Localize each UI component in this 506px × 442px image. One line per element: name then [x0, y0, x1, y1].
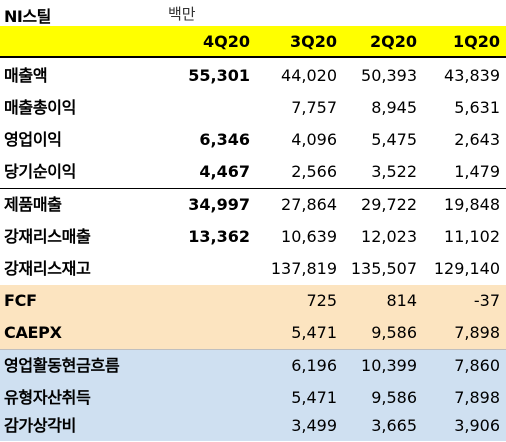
value-3q20: 4,096: [291, 130, 337, 149]
value-4q20: [160, 317, 250, 349]
table-row: 매출액 55,301 44,020 50,393 43,839: [0, 60, 506, 92]
value-3q20: 44,020: [281, 66, 337, 85]
value-1q20: -37: [473, 291, 500, 310]
value-4q20: [160, 92, 250, 124]
value-2q20: 135,507: [350, 259, 417, 278]
row-label: CAEPX: [4, 323, 62, 342]
value-2q20: 29,722: [361, 195, 417, 214]
value-2q20: 50,393: [361, 66, 417, 85]
row-label: 영업활동현금흐름: [4, 356, 120, 375]
unit-label: 백만: [168, 5, 196, 23]
company-title: NI스틸: [4, 7, 51, 26]
value-1q20: 3,906: [454, 416, 500, 435]
row-label: FCF: [4, 291, 37, 310]
value-1q20: 11,102: [444, 227, 500, 246]
value-3q20: 7,757: [291, 98, 337, 117]
section-divider: [0, 349, 506, 350]
value-1q20: 5,631: [454, 98, 500, 117]
value-1q20: 43,839: [444, 66, 500, 85]
value-1q20: 7,898: [454, 323, 500, 342]
value-4q20: 34,997: [188, 195, 250, 214]
value-2q20: 814: [386, 291, 417, 310]
table-row: 강재리스매출 13,362 10,639 12,023 11,102: [0, 221, 506, 253]
table-row: 영업이익 6,346 4,096 5,475 2,643: [0, 124, 506, 156]
row-label: 영업이익: [4, 130, 62, 149]
column-header-row: 4Q20 3Q20 2Q20 1Q20: [0, 26, 506, 58]
value-1q20: 129,140: [433, 259, 500, 278]
value-4q20: 4,467: [199, 162, 250, 181]
value-3q20: 10,639: [281, 227, 337, 246]
row-label: 감가상각비: [4, 416, 77, 435]
value-4q20: [160, 253, 250, 285]
table-row: CAEPX 5,471 9,586 7,898: [0, 317, 506, 349]
value-2q20: 9,586: [371, 388, 417, 407]
value-3q20: 6,196: [291, 356, 337, 375]
row-label: 당기순이익: [4, 162, 77, 181]
value-4q20: 13,362: [188, 227, 250, 246]
row-label: 강재리스재고: [4, 259, 91, 278]
table-row: FCF 725 814 -37: [0, 285, 506, 317]
table-row: 영업활동현금흐름 6,196 10,399 7,860: [0, 350, 506, 382]
header-4q20: 4Q20: [203, 32, 250, 51]
value-1q20: 2,643: [454, 130, 500, 149]
value-1q20: 7,860: [454, 356, 500, 375]
table-row: 강재리스재고 137,819 135,507 129,140: [0, 253, 506, 285]
title-row: NI스틸 백만: [0, 0, 506, 26]
table-row: 유형자산취득 5,471 9,586 7,898: [0, 382, 506, 414]
value-1q20: 7,898: [454, 388, 500, 407]
value-3q20: 2,566: [291, 162, 337, 181]
row-label: 매출액: [4, 66, 48, 85]
table-row: 당기순이익 4,467 2,566 3,522 1,479: [0, 156, 506, 188]
row-label: 매출총이익: [4, 98, 77, 117]
value-4q20: 6,346: [199, 130, 250, 149]
header-3q20: 3Q20: [290, 32, 337, 51]
value-3q20: 725: [306, 291, 337, 310]
value-2q20: 3,522: [371, 162, 417, 181]
value-4q20: [160, 350, 250, 382]
row-label: 제품매출: [4, 195, 62, 214]
table-row: 매출총이익 7,757 8,945 5,631: [0, 92, 506, 124]
value-3q20: 5,471: [291, 323, 337, 342]
value-3q20: 137,819: [270, 259, 337, 278]
section-divider: [0, 188, 506, 189]
value-3q20: 5,471: [291, 388, 337, 407]
value-4q20: [160, 285, 250, 317]
value-4q20: [160, 410, 250, 442]
value-2q20: 10,399: [361, 356, 417, 375]
header-2q20: 2Q20: [370, 32, 417, 51]
header-1q20: 1Q20: [453, 32, 500, 51]
value-2q20: 8,945: [371, 98, 417, 117]
value-3q20: 27,864: [281, 195, 337, 214]
table-row: 감가상각비 3,499 3,665 3,906: [0, 410, 506, 441]
value-1q20: 1,479: [454, 162, 500, 181]
table-row: 제품매출 34,997 27,864 29,722 19,848: [0, 189, 506, 221]
value-2q20: 3,665: [371, 416, 417, 435]
row-label: 유형자산취득: [4, 388, 91, 407]
value-2q20: 5,475: [371, 130, 417, 149]
value-4q20: 55,301: [188, 66, 250, 85]
row-label: 강재리스매출: [4, 227, 91, 246]
value-2q20: 12,023: [361, 227, 417, 246]
value-3q20: 3,499: [291, 416, 337, 435]
value-2q20: 9,586: [371, 323, 417, 342]
value-1q20: 19,848: [444, 195, 500, 214]
